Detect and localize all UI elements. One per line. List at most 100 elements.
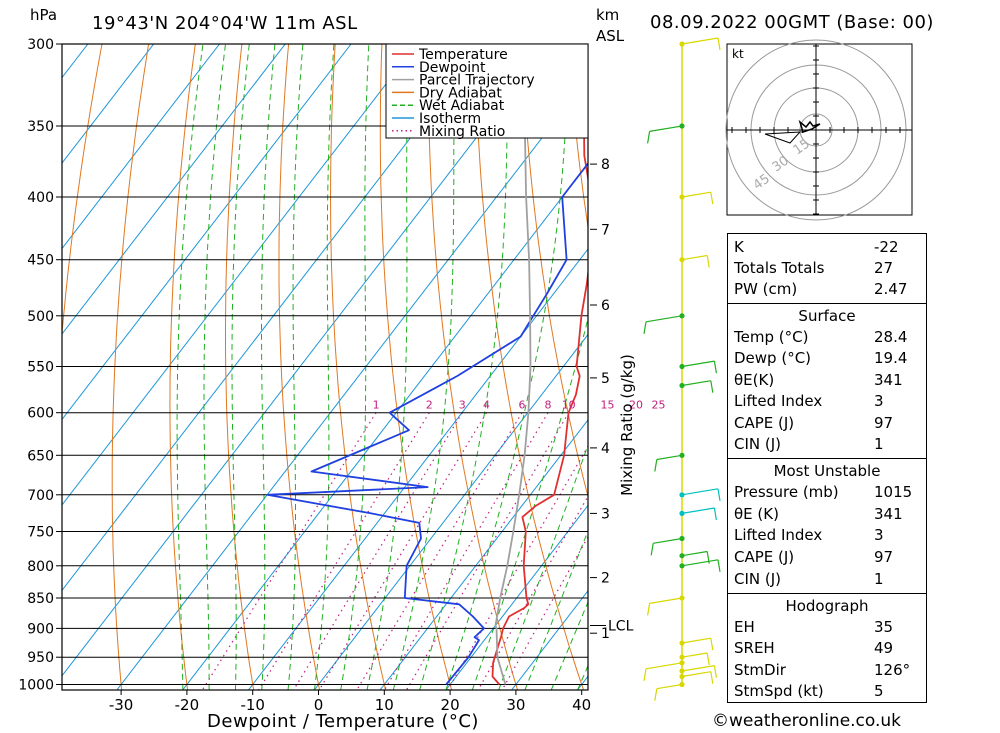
mu-row: Lifted Index 3 [734, 526, 884, 544]
y-tick-label: 300 [27, 37, 54, 53]
mixing-ratio-label: 3 [459, 399, 466, 412]
height-tick-label: 4 [601, 441, 610, 457]
dry-adiabat [521, 44, 588, 499]
height-tick-label: 8 [601, 157, 610, 173]
mixing-ratio-line [258, 412, 430, 690]
wet-adiabat [313, 44, 335, 690]
mixing-ratio-line [501, 535, 588, 690]
series-dewpoint [266, 162, 588, 686]
y-tick-label: 450 [27, 253, 54, 269]
profile-lines [266, 44, 588, 686]
legend-entry: Mixing Ratio [419, 124, 505, 140]
height-tick-label: 6 [601, 298, 610, 314]
wind-barb-feather [706, 255, 710, 268]
y-tick-label: 900 [27, 621, 54, 637]
legend-entry: Dry Adiabat [419, 85, 502, 101]
storm-motion-vector [764, 131, 802, 144]
isotherm-line [62, 44, 220, 250]
mu-row: Pressure (mb) 1015 [734, 483, 913, 501]
isotherm-line [445, 504, 588, 690]
x-tick-label: -30 [109, 696, 134, 714]
dry-adiabat [474, 44, 584, 690]
mixing-ratio-line [406, 412, 570, 690]
wind-barbs [643, 37, 721, 701]
dry-adiabat [169, 44, 196, 690]
mixing-ratio-label: 4 [483, 399, 490, 412]
most-unstable-section-title: Most Unstable [773, 462, 881, 480]
wind-barb-feather [713, 361, 717, 374]
index-row: PW (cm) 2.47 [734, 280, 908, 298]
y-tick-label: 350 [27, 119, 54, 135]
lcl-label: LCL [608, 619, 634, 635]
series-parcel-trajectory [494, 44, 532, 685]
y-tick-label: 600 [27, 406, 54, 422]
mu-row: θE (K) 341 [734, 505, 903, 523]
legend-entry: Temperature [418, 47, 508, 63]
km-unit-label: km [596, 6, 619, 24]
indices-panel: K -22 Totals Totals 27 PW (cm) 2.47 Surface… [727, 233, 927, 703]
mixing-ratio-line [318, 412, 488, 690]
legend-entry: Wet Adiabat [419, 98, 505, 114]
surface-row: θE(K) 341 [734, 371, 903, 389]
hodo-row: EH 35 [734, 618, 894, 636]
wind-barb [653, 537, 683, 544]
legend-entry: Parcel Trajectory [419, 73, 535, 89]
mixing-ratio-label: 15 [601, 399, 615, 412]
copyright-footer[interactable]: ©weatheronline.co.uk [712, 711, 902, 731]
mixing-ratio-label: 1 [373, 399, 380, 412]
mixing-ratio-label: 2 [426, 399, 433, 412]
wet-adiabat [176, 44, 204, 690]
wind-barb [681, 380, 711, 387]
dry-adiabat [278, 44, 320, 690]
chart-axes: 1 2 3 4 6 8 10 15 20 2530035040045050055060065070… [18, 37, 665, 714]
datetime-header: 08.09.2022 00GMT (Base: 00) [650, 12, 934, 33]
wind-barb-feather [710, 192, 714, 205]
wind-barb-feather [643, 321, 647, 334]
mixing-ratio-label: 8 [545, 399, 552, 412]
y-tick-label: 950 [27, 650, 54, 666]
wind-barb-feather [717, 488, 721, 501]
location-title: 19°43'N 204°04'W 11m ASL [92, 13, 358, 34]
wind-barb [681, 254, 708, 261]
wind-barb [681, 37, 719, 45]
index-row: K -22 [734, 238, 899, 256]
height-tick-label: 3 [601, 506, 610, 522]
wind-barb-feather [643, 668, 647, 681]
wind-barb-feather [710, 638, 714, 651]
y-tick-label: 550 [27, 360, 54, 376]
y-tick-label: 850 [27, 591, 54, 607]
hodograph-trace [798, 119, 821, 133]
mixing-ratio-label: 6 [519, 399, 526, 412]
wet-adiabat [366, 44, 410, 690]
wind-barb-dot [679, 563, 685, 569]
x-axis-label: Dewpoint / Temperature (°C) [207, 711, 479, 732]
chart-grid [62, 44, 588, 690]
wind-barb-feather [717, 37, 721, 51]
x-tick-label: 20 [441, 696, 460, 714]
y-tick-label: 650 [27, 448, 54, 464]
wet-adiabat [261, 44, 276, 690]
wind-barb-feather [710, 380, 714, 393]
wind-barb-feather [706, 551, 710, 564]
pressure-unit-label: hPa [30, 6, 57, 24]
x-tick-label: 0 [314, 696, 324, 714]
hodo-row: StmSpd (kt) 5 [734, 682, 884, 700]
hodo-row: SREH 49 [734, 639, 894, 657]
wind-barb [681, 671, 711, 678]
wet-adiabat [524, 529, 588, 690]
y-tick-label: 750 [27, 525, 54, 541]
mixing-ratio-line [447, 445, 588, 690]
legend-box [385, 43, 589, 139]
wind-barb [681, 360, 715, 368]
wind-barb-feather [647, 603, 651, 616]
mixing-ratio-line [384, 412, 549, 690]
panel-divider [728, 303, 926, 304]
dry-adiabat [329, 44, 386, 690]
isotherm-line [62, 44, 286, 335]
wind-barb-feather [710, 671, 714, 684]
mixing-ratio-line [477, 495, 588, 690]
wet-adiabat [392, 44, 456, 690]
x-tick-label: 10 [375, 696, 394, 714]
